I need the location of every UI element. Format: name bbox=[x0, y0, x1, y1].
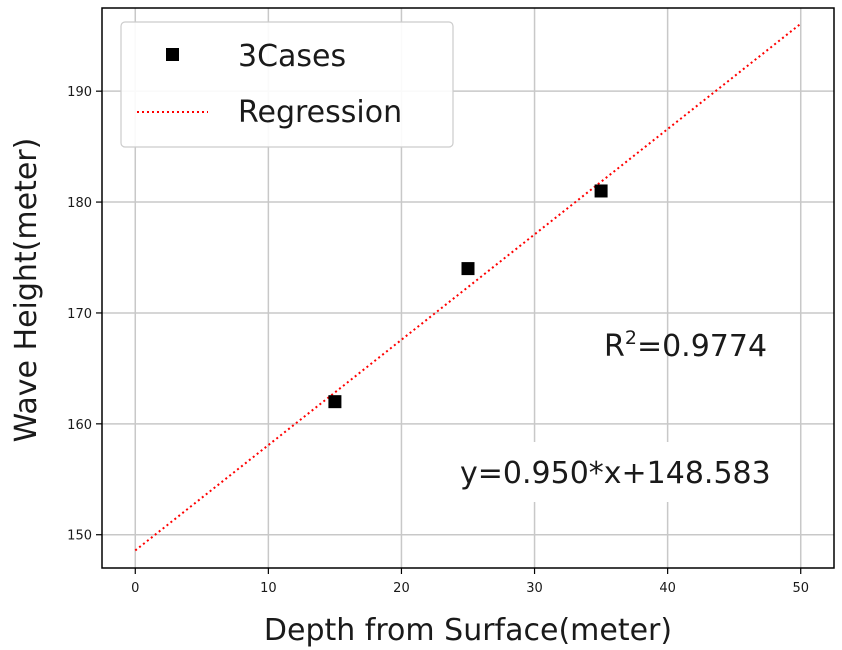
data-point bbox=[328, 395, 342, 409]
y-tick-label: 170 bbox=[67, 307, 92, 322]
x-axis-title: Depth from Surface(meter) bbox=[264, 613, 672, 648]
x-tick-label: 50 bbox=[792, 581, 809, 596]
y-tick-label: 190 bbox=[67, 85, 92, 100]
x-tick-label: 20 bbox=[393, 581, 410, 596]
data-point bbox=[461, 262, 475, 276]
legend-box bbox=[120, 21, 454, 148]
data-point bbox=[594, 184, 608, 198]
equation-annotation: y=0.950*x+148.583 bbox=[460, 456, 771, 491]
y-tick-label: 160 bbox=[67, 418, 92, 433]
y-tick-label: 150 bbox=[67, 529, 92, 544]
data-points bbox=[328, 184, 608, 409]
x-tick-label: 10 bbox=[260, 581, 277, 596]
annotations: R2=0.9774 y=0.950*x+148.583 bbox=[452, 327, 798, 502]
legend: 3Cases Regression bbox=[120, 21, 454, 148]
plot-area-frame bbox=[101, 7, 835, 569]
y-tick-label: 180 bbox=[67, 196, 92, 211]
axis-ticks: 0 10 20 30 40 50 150 160 170 180 190 bbox=[67, 85, 809, 596]
r-squared-annotation: R2=0.9774 bbox=[604, 327, 767, 364]
x-tick-label: 40 bbox=[659, 581, 676, 596]
equation-background bbox=[452, 442, 798, 502]
legend-marker-3cases bbox=[166, 48, 179, 61]
regression-line-group bbox=[134, 22, 802, 552]
regression-line bbox=[134, 22, 802, 552]
y-axis-title: Wave Height(meter) bbox=[9, 138, 44, 443]
x-tick-label: 30 bbox=[526, 581, 543, 596]
legend-label-regression: Regression bbox=[238, 95, 402, 130]
x-tick-label: 0 bbox=[131, 581, 139, 596]
legend-label-3cases: 3Cases bbox=[238, 39, 346, 74]
